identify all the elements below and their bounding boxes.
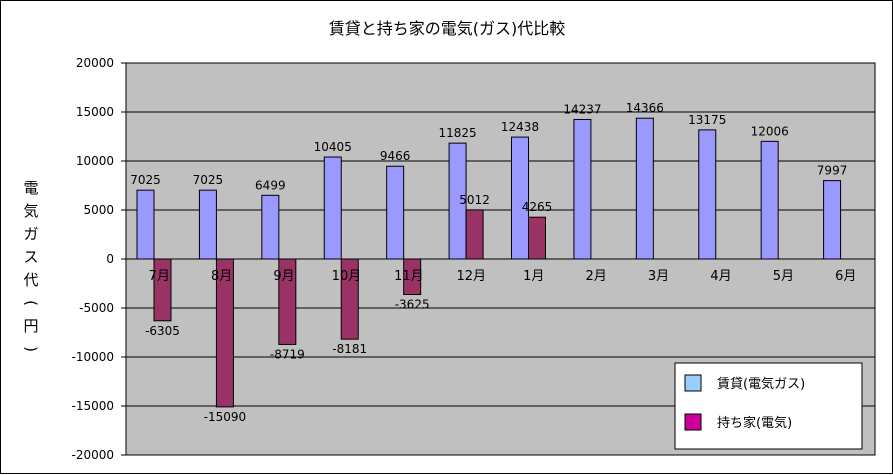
data-label: 12006 [751, 124, 789, 138]
y-axis-label-char: ) [22, 346, 40, 352]
y-tick-label: 0 [106, 252, 114, 266]
category-label: 4月 [710, 269, 731, 284]
data-label: 14237 [563, 102, 601, 116]
legend-box [674, 362, 863, 450]
y-tick-label: 10000 [76, 154, 114, 168]
data-label: 7025 [193, 173, 224, 187]
bar-rent [386, 165, 405, 260]
y-axis-label-char: ガ [23, 225, 38, 243]
bar-rent [198, 189, 217, 260]
y-tick-label: 15000 [76, 105, 114, 119]
category-label: 7月 [149, 269, 170, 284]
y-tick-label: -20000 [71, 448, 114, 462]
data-label: 11825 [438, 126, 476, 140]
legend-label-own: 持ち家(電気) [717, 415, 792, 431]
category-label: 3月 [648, 269, 669, 284]
data-label: -15090 [204, 410, 247, 424]
data-label: 4265 [522, 200, 553, 214]
bar-rent [136, 189, 155, 260]
data-label: -6305 [145, 324, 180, 338]
data-label: 13175 [688, 113, 726, 127]
category-label: 1月 [523, 269, 544, 284]
y-axis-ticks: 20000 15000 10000 5000 0 -5000 -10000 -15000 -20… [71, 56, 126, 462]
bar-own [528, 216, 546, 260]
category-label: 2月 [585, 269, 606, 284]
y-axis-label-char: 気 [23, 202, 38, 220]
y-tick-label: -5000 [79, 301, 114, 315]
bars [136, 117, 842, 408]
data-label: -8719 [270, 347, 305, 361]
bar-rent [573, 118, 592, 260]
data-label: -3625 [395, 298, 430, 312]
y-tick-label: -15000 [71, 399, 114, 413]
legend-swatch-rent [684, 374, 702, 392]
category-label: 9月 [273, 269, 294, 284]
chart-title: 賃貸と持ち家の電気(ガス)代比較 [329, 19, 566, 38]
y-axis-label-char: 代 [23, 271, 38, 289]
y-axis-label-char: 円 [23, 317, 38, 335]
category-label: 8月 [211, 269, 232, 284]
bar-own [465, 209, 484, 260]
category-labels: 7月 8月 9月 10月 11月 12月 1月 2月 3月 4月 5月 6月 [149, 269, 857, 284]
category-label: 6月 [835, 269, 856, 284]
data-label: 5012 [459, 193, 490, 207]
y-axis-label-char: ( [22, 300, 40, 306]
legend: 賃貸(電気ガス) 持ち家(電気) [674, 362, 863, 450]
y-axis-label-char: ス [23, 248, 38, 266]
bar-rent [698, 129, 717, 260]
bar-rent [323, 156, 342, 260]
legend-label-rent: 賃貸(電気ガス) [717, 376, 805, 392]
data-label: 7997 [817, 164, 848, 178]
bar-rent [760, 140, 779, 260]
bar-rent [823, 180, 842, 260]
bar-rent [261, 194, 280, 260]
category-label: 12月 [457, 269, 487, 284]
data-label: 6499 [255, 178, 286, 192]
data-label: 10405 [314, 140, 352, 154]
y-tick-label: 5000 [83, 203, 114, 217]
data-label: -8181 [332, 342, 367, 356]
bar-rent [511, 136, 529, 260]
bar-rent [635, 117, 654, 260]
data-label: 12438 [501, 120, 539, 134]
y-tick-label: -10000 [71, 350, 114, 364]
category-label: 10月 [332, 269, 362, 284]
category-label: 11月 [394, 269, 424, 284]
y-axis-label-char: 電 [23, 179, 38, 197]
data-label: 7025 [130, 173, 161, 187]
y-tick-label: 20000 [76, 56, 114, 70]
category-label: 5月 [773, 269, 794, 284]
legend-swatch-own [684, 413, 702, 431]
data-label: 9466 [380, 149, 411, 163]
data-label: 14366 [626, 101, 664, 115]
data-labels: 7025 -6305 7025 -15090 6499 -8719 10405 -8181 94… [130, 101, 847, 424]
